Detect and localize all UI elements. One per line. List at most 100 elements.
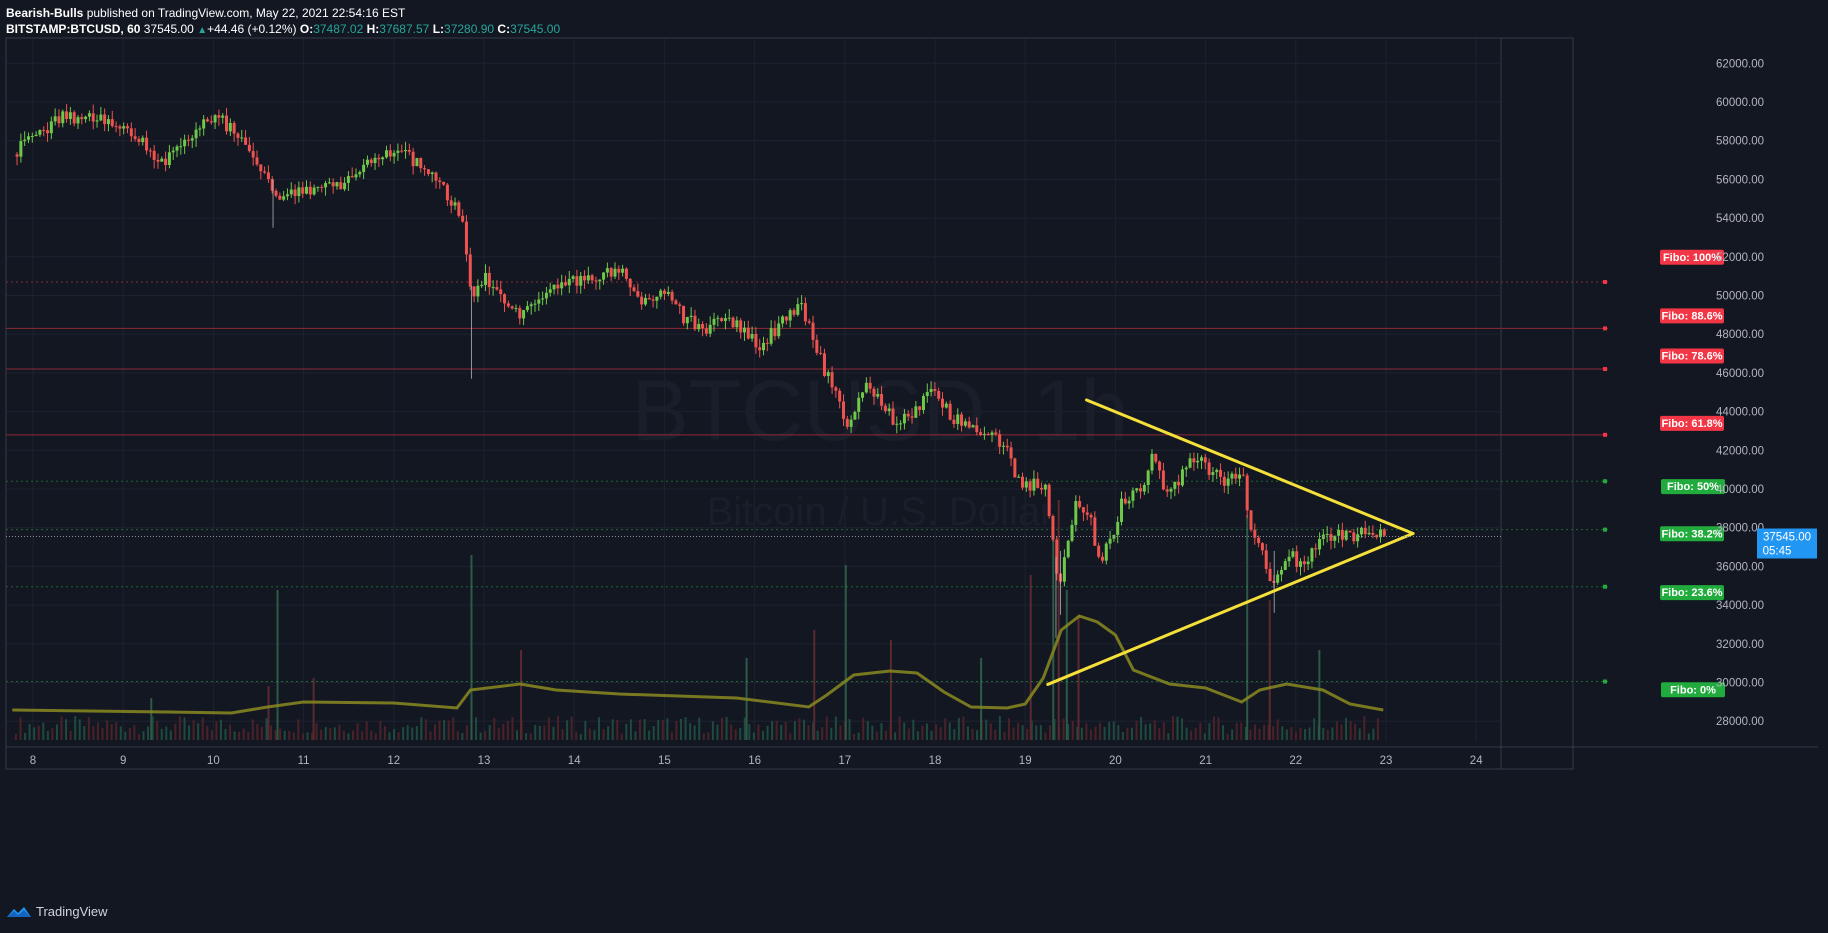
fibo-label-box[interactable] xyxy=(1660,348,1724,364)
fibo-label-box[interactable] xyxy=(1661,479,1725,495)
fibo-label[interactable]: Fibo: 23.6% xyxy=(1661,587,1722,599)
price-tick-label: 44000.00 xyxy=(1716,407,1764,419)
fibo-label[interactable]: Fibo: 38.2% xyxy=(1661,528,1722,540)
close-label: C: xyxy=(497,22,511,36)
candle-body xyxy=(1177,481,1181,486)
volume-bar xyxy=(55,724,58,740)
candle-body xyxy=(853,411,857,420)
volume-bar xyxy=(60,716,63,740)
fibo-label[interactable]: Fibo: 88.6% xyxy=(1661,310,1722,322)
trendline-upper[interactable] xyxy=(1085,398,1415,536)
publish-line: Bearish-Bulls published on TradingView.c… xyxy=(6,5,560,21)
candle-body xyxy=(240,137,244,139)
candle-body xyxy=(316,186,320,188)
candle-body xyxy=(815,339,819,353)
volume-bar xyxy=(1030,720,1033,740)
close-value: 37545.00 xyxy=(510,22,561,36)
candle-body xyxy=(1024,481,1028,488)
time-tick-label: 22 xyxy=(1289,755,1302,767)
volume-bar xyxy=(1294,731,1297,740)
candle-body xyxy=(575,276,579,286)
publisher-name[interactable]: Bearish-Bulls xyxy=(6,6,84,20)
volume-bar xyxy=(789,733,792,740)
candle-body xyxy=(1013,458,1017,478)
fibo-label[interactable]: Fibo: 50% xyxy=(1667,481,1719,493)
candle-body xyxy=(270,179,274,191)
volume-bar xyxy=(889,640,892,740)
fibonacci-levels[interactable]: Fibo: 100% Fibo: 88.6% Fibo: 78.6% Fibo: 61… xyxy=(6,249,1725,698)
candle-body xyxy=(1348,530,1352,533)
price-axis[interactable]: 28000.00 30000.00 32000.00 34000.00 36000.00… xyxy=(1716,58,1764,728)
volume-bar xyxy=(994,729,997,740)
volume-bar xyxy=(725,716,728,740)
candle-body xyxy=(1264,550,1268,569)
low-label: L: xyxy=(432,22,445,36)
volume-bar xyxy=(19,717,22,740)
candle-body xyxy=(263,171,267,173)
candle-body xyxy=(605,268,609,273)
fibo-label[interactable]: Fibo: 61.8% xyxy=(1661,418,1722,430)
candle-body xyxy=(651,299,655,301)
candle-body xyxy=(537,299,541,304)
candle-body xyxy=(1078,501,1082,508)
candle-body xyxy=(925,392,929,396)
fibo-label-box[interactable] xyxy=(1660,249,1724,265)
time-tick-label: 9 xyxy=(120,755,126,767)
fibo-label[interactable]: Fibo: 78.6% xyxy=(1661,350,1722,362)
volume-bar xyxy=(1162,722,1165,740)
candle-body xyxy=(617,268,621,273)
volume-bar xyxy=(493,717,496,740)
tradingview-logo-icon[interactable] xyxy=(6,905,32,919)
volume-bar xyxy=(538,725,541,740)
fibo-label-box[interactable] xyxy=(1660,415,1724,431)
time-axis[interactable]: 8 9 10 11 12 13 14 15 16 17 18 19 20 21 22 23 24 xyxy=(30,755,1483,767)
candle-body xyxy=(426,169,430,174)
candle-body xyxy=(1036,478,1040,488)
candle-body xyxy=(129,128,133,137)
footer-brand[interactable]: TradingView xyxy=(36,904,108,919)
volume-bar xyxy=(274,729,277,740)
volume-bar xyxy=(1140,717,1143,740)
volume-bar xyxy=(1026,728,1029,740)
candle-body xyxy=(499,289,503,295)
volume-bar xyxy=(857,732,860,740)
candle-body xyxy=(1299,561,1303,567)
fibo-label-box[interactable] xyxy=(1660,585,1724,601)
volume-bar xyxy=(825,716,828,740)
volume-bar xyxy=(461,732,464,740)
candle-body xyxy=(407,150,411,152)
candle-body xyxy=(209,121,213,123)
volume-bar xyxy=(634,731,637,740)
fibo-label-box[interactable] xyxy=(1660,308,1724,324)
candle-body xyxy=(202,119,206,129)
volume-bar xyxy=(311,732,314,740)
candle-body xyxy=(899,423,903,425)
volume-bar xyxy=(675,720,678,740)
volume-bar xyxy=(1290,727,1293,740)
volume-bar xyxy=(1349,720,1352,740)
candle-body xyxy=(15,154,19,157)
fibo-label[interactable]: Fibo: 100% xyxy=(1663,252,1721,264)
volume-bar xyxy=(1167,733,1170,740)
candle-body xyxy=(247,144,251,152)
fibo-label-box[interactable] xyxy=(1660,526,1724,542)
fibo-label-box[interactable] xyxy=(1661,682,1725,698)
volume-bar xyxy=(985,719,988,740)
candle-body xyxy=(476,285,480,297)
candle-body xyxy=(563,282,567,286)
volume-bar xyxy=(966,726,969,740)
candle-body xyxy=(621,268,625,273)
trendline-lower[interactable] xyxy=(1046,532,1415,686)
triangle-trendlines[interactable] xyxy=(1046,398,1415,686)
volume-bar xyxy=(570,716,573,740)
candle-body xyxy=(122,126,126,129)
fibo-label[interactable]: Fibo: 0% xyxy=(1670,684,1716,696)
candle-body xyxy=(636,291,640,297)
candle-body xyxy=(990,432,994,435)
candle-body xyxy=(251,151,255,158)
volume-bar xyxy=(1246,515,1249,740)
volume-bar xyxy=(434,724,437,740)
volume-bar xyxy=(525,733,528,740)
open-label: O: xyxy=(299,22,314,36)
